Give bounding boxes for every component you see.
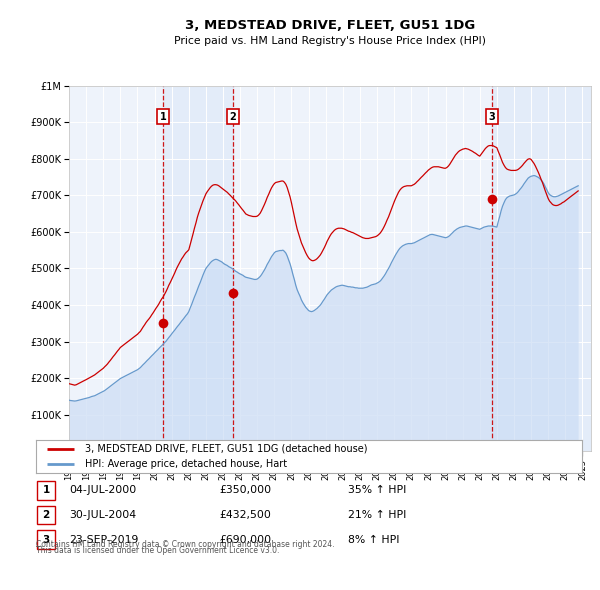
Text: Contains HM Land Registry data © Crown copyright and database right 2024.: Contains HM Land Registry data © Crown c… bbox=[36, 540, 335, 549]
Bar bbox=[492, 86, 591, 451]
Text: 3: 3 bbox=[489, 112, 496, 122]
Text: 2: 2 bbox=[43, 510, 50, 520]
Text: 3, MEDSTEAD DRIVE, FLEET, GU51 1DG: 3, MEDSTEAD DRIVE, FLEET, GU51 1DG bbox=[185, 19, 475, 32]
Text: 30-JUL-2004: 30-JUL-2004 bbox=[69, 510, 136, 520]
Text: 35% ↑ HPI: 35% ↑ HPI bbox=[348, 486, 406, 495]
Text: 3: 3 bbox=[43, 535, 50, 545]
Text: £350,000: £350,000 bbox=[219, 486, 271, 495]
Text: £432,500: £432,500 bbox=[219, 510, 271, 520]
Text: 1: 1 bbox=[160, 112, 167, 122]
Bar bbox=[163, 86, 233, 451]
Text: £690,000: £690,000 bbox=[219, 535, 271, 545]
Text: 2: 2 bbox=[230, 112, 236, 122]
Text: Price paid vs. HM Land Registry's House Price Index (HPI): Price paid vs. HM Land Registry's House … bbox=[174, 37, 486, 46]
Text: 1: 1 bbox=[43, 486, 50, 495]
Text: 3, MEDSTEAD DRIVE, FLEET, GU51 1DG (detached house): 3, MEDSTEAD DRIVE, FLEET, GU51 1DG (deta… bbox=[85, 444, 368, 454]
Text: HPI: Average price, detached house, Hart: HPI: Average price, detached house, Hart bbox=[85, 459, 287, 469]
Text: This data is licensed under the Open Government Licence v3.0.: This data is licensed under the Open Gov… bbox=[36, 546, 280, 555]
Text: 8% ↑ HPI: 8% ↑ HPI bbox=[348, 535, 400, 545]
Text: 23-SEP-2019: 23-SEP-2019 bbox=[69, 535, 139, 545]
Text: 04-JUL-2000: 04-JUL-2000 bbox=[69, 486, 136, 495]
Text: 21% ↑ HPI: 21% ↑ HPI bbox=[348, 510, 406, 520]
